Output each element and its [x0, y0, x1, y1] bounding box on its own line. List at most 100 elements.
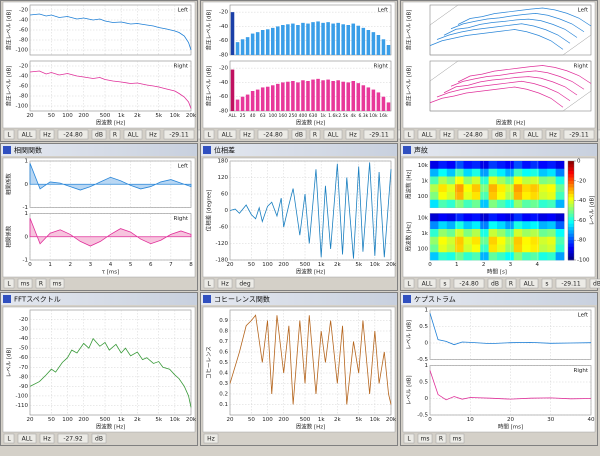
footer-text: -29.11 — [561, 281, 581, 288]
colorbar-tick-label: -100 — [577, 258, 590, 264]
heat-cell — [455, 161, 464, 170]
bar — [306, 81, 310, 111]
heat-cell — [471, 229, 481, 238]
footer-text: ALL — [524, 281, 535, 288]
heat-cell — [488, 244, 498, 253]
colorbar-strip — [568, 167, 574, 172]
footer-field — [35, 278, 47, 289]
heat-cell — [522, 213, 531, 222]
x-tick-label: 500 — [300, 262, 311, 268]
heat-cell — [538, 221, 548, 230]
heat-cell — [505, 252, 515, 261]
colorbar-tick-label: -40 — [577, 198, 586, 204]
y-axis-label: 周波数 [Hz] — [405, 169, 413, 199]
bar — [296, 25, 300, 55]
heat-cell — [530, 161, 540, 170]
panel: LALLHz-24.80dBRALLHz-29.11dB-20-40-60-80… — [0, 0, 213, 142]
heat-cell — [522, 176, 531, 185]
footer-field — [417, 278, 437, 289]
y-tick-label: -40 — [219, 80, 228, 86]
bar — [341, 81, 345, 111]
panel: LALLHz-24.80dBRALLHz-29.11dB-20-40-60-80… — [200, 0, 413, 142]
heat-cell — [530, 199, 540, 208]
y-tick-label: -80 — [219, 109, 228, 115]
y-tick-label: 0 — [25, 234, 29, 240]
y-tick-label: 0 — [225, 208, 229, 214]
x-axis-label: 周波数 [Hz] — [96, 119, 126, 127]
y-tick-label: -90 — [19, 384, 28, 390]
plot-area — [29, 4, 192, 56]
heat-cell — [555, 229, 565, 238]
heat-cell — [463, 192, 473, 201]
bar — [255, 89, 260, 111]
footer-text: L — [407, 132, 411, 139]
heat-cell — [555, 168, 565, 177]
x-axis-label: 周波数 [Hz] — [296, 423, 326, 431]
heat-cell — [488, 168, 498, 177]
heat-cell — [480, 161, 489, 170]
title-icon — [3, 146, 11, 154]
series-line — [229, 314, 392, 405]
footer-field — [257, 129, 289, 140]
heat-cell — [455, 229, 464, 238]
footer-text: Hz — [149, 132, 157, 139]
footer-text: dB — [295, 132, 303, 139]
bar — [265, 86, 270, 111]
heat-cell — [522, 184, 531, 193]
heat-cell — [455, 252, 464, 261]
heat-cell — [555, 161, 565, 170]
footer-field — [453, 278, 485, 289]
heat-cell — [522, 161, 531, 170]
footer-field — [203, 129, 215, 140]
y-tick-label: -20 — [19, 317, 28, 323]
footer-field — [417, 433, 433, 444]
x-tick-label: 10k — [370, 262, 381, 268]
heat-cell — [480, 229, 489, 238]
series-line — [29, 13, 192, 51]
x-tick-label: 6 — [149, 262, 153, 268]
footer-field — [109, 129, 121, 140]
waterfall-frame — [429, 4, 592, 56]
heat-cell — [555, 176, 565, 185]
waterfall-trace — [429, 86, 564, 108]
y-tick-label: 1 — [25, 159, 29, 165]
x-tick-label: 100 — [262, 417, 273, 423]
heat-cell — [522, 199, 531, 208]
y-tick-label: 180 — [218, 159, 229, 165]
heat-cell — [538, 213, 548, 222]
heat-cell — [463, 244, 473, 253]
bar — [271, 85, 275, 111]
footer-text: -24.80 — [459, 281, 479, 288]
heat-cell — [455, 236, 464, 245]
bar — [311, 22, 315, 55]
colorbar-tick-label: -60 — [577, 218, 586, 224]
y-tick-label: 0.8 — [219, 329, 228, 335]
heat-cell — [446, 161, 456, 170]
y-tick-label: 0 — [425, 341, 429, 347]
x-axis-label: 時間 [ms] — [498, 423, 523, 431]
y-tick-label: 0.7 — [219, 339, 228, 345]
colorbar-strip — [568, 223, 574, 228]
bar — [265, 29, 270, 55]
heat-cell — [497, 161, 506, 170]
heat-cell — [497, 229, 506, 238]
heat-cell — [555, 244, 565, 253]
x-tick-label: 2 — [482, 262, 486, 268]
heat-cell — [538, 176, 548, 185]
bar — [306, 23, 310, 55]
y-tick-label: -60 — [219, 94, 228, 100]
x-tick-label: 20k — [386, 262, 397, 268]
bar — [245, 94, 250, 111]
heat-cell — [522, 244, 531, 253]
heat-cell — [513, 252, 523, 261]
x-tick-label: 2 — [69, 262, 73, 268]
bar — [260, 30, 265, 55]
y-tick-label: 1k — [421, 179, 428, 185]
colorbar-strip — [568, 161, 574, 165]
heat-cell — [438, 236, 448, 245]
x-tick-label: 6.3k — [358, 113, 368, 119]
heat-cell — [438, 221, 448, 230]
x-tick-label: 1 — [455, 262, 459, 268]
footer-text: ALL — [528, 132, 539, 139]
